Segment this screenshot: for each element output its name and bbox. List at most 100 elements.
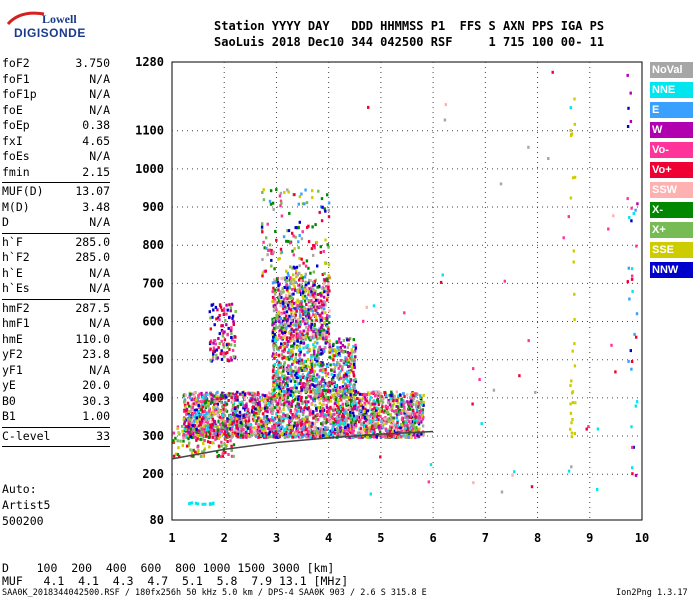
echo-point (343, 389, 346, 393)
echo-point (345, 377, 349, 381)
echo-point (313, 283, 316, 287)
echo-point (326, 384, 329, 388)
echo-point (236, 404, 240, 408)
echo-point (382, 420, 386, 424)
echo-point (295, 380, 298, 384)
echo-point (319, 293, 323, 297)
echo-point (331, 430, 335, 434)
echo-point (607, 227, 610, 231)
echo-point (415, 405, 418, 409)
echo-point (320, 197, 324, 201)
echo-point (286, 396, 289, 400)
echo-point (275, 369, 278, 373)
echo-point (329, 399, 333, 403)
echo-point (292, 273, 295, 277)
echo-point (259, 417, 262, 421)
echo-point (202, 442, 205, 445)
echo-point (220, 308, 224, 312)
echo-point (307, 422, 311, 426)
echo-point (294, 404, 298, 408)
echo-point (278, 387, 281, 391)
echo-point (275, 188, 278, 192)
echo-point (184, 428, 188, 431)
echo-point (341, 385, 345, 389)
echo-point (263, 402, 267, 406)
echo-point (309, 279, 313, 283)
echo-point (206, 425, 209, 429)
echo-point (365, 305, 368, 309)
echo-point (300, 192, 303, 196)
echo-point (211, 355, 215, 359)
echo-point (308, 421, 311, 424)
echo-point (189, 425, 193, 429)
echo-point (352, 388, 356, 392)
echo-point (309, 308, 312, 312)
echo-point (220, 420, 224, 424)
echo-point (289, 265, 292, 269)
echo-point (193, 394, 196, 398)
echo-point (283, 427, 286, 431)
echo-point (403, 311, 406, 315)
echo-point (414, 429, 417, 433)
echo-point (279, 204, 282, 208)
echo-point (342, 361, 346, 365)
echo-point (304, 425, 307, 429)
param-name: h`F2 (2, 250, 30, 264)
echo-point (304, 188, 307, 192)
echo-point (256, 391, 260, 395)
echo-point (195, 419, 198, 423)
echo-point (633, 332, 636, 336)
echo-point (188, 404, 191, 408)
echo-point (404, 435, 407, 439)
echo-point (338, 364, 342, 368)
echo-point (323, 421, 326, 425)
echo-point (346, 346, 349, 350)
echo-point (374, 402, 377, 406)
echo-point (204, 396, 207, 400)
echo-point (263, 429, 267, 432)
echo-point (316, 435, 320, 439)
echo-point (349, 386, 352, 390)
echo-point (302, 336, 305, 340)
echo-point (235, 419, 239, 423)
echo-point (210, 400, 214, 404)
echo-point (318, 284, 321, 288)
echo-point (277, 257, 280, 261)
echo-point (279, 199, 283, 203)
echo-point (238, 410, 242, 414)
echo-point (224, 424, 227, 428)
echo-point (270, 248, 273, 252)
echo-point (187, 424, 190, 428)
echo-point (421, 424, 425, 428)
echo-point (281, 330, 284, 334)
echo-point (612, 214, 615, 218)
echo-point (245, 402, 248, 406)
echo-point (251, 410, 254, 414)
echo-point (629, 91, 632, 95)
echo-point (304, 430, 307, 434)
echo-point (256, 433, 259, 437)
echo-point (297, 325, 301, 329)
echo-point (385, 394, 388, 397)
echo-point (272, 286, 275, 290)
echo-point (304, 419, 307, 423)
echo-point (333, 392, 336, 396)
echo-point (342, 387, 345, 391)
echo-point (217, 407, 220, 411)
echo-point (631, 289, 634, 293)
x-tick-label: 2 (221, 531, 228, 545)
echo-point (378, 390, 381, 394)
echo-point (218, 318, 221, 322)
echo-point (331, 426, 334, 430)
echo-point (205, 412, 208, 415)
echo-point (289, 276, 292, 280)
echo-point (318, 336, 321, 340)
echo-point (206, 440, 210, 444)
echo-point (290, 311, 293, 315)
echo-point (238, 401, 241, 405)
echo-point (360, 422, 364, 425)
echo-point (190, 421, 194, 425)
echo-point (417, 422, 421, 426)
echo-point (291, 413, 294, 416)
echo-point (206, 421, 209, 425)
